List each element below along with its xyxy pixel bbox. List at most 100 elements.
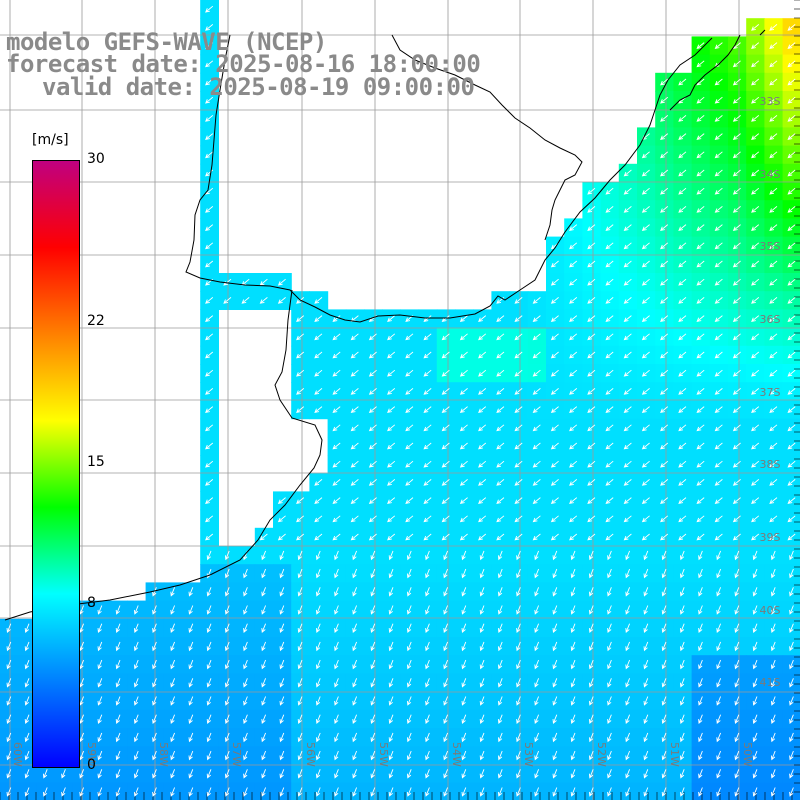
wind-arrow bbox=[752, 696, 758, 706]
wind-arrow bbox=[587, 388, 596, 395]
wind-arrow bbox=[368, 460, 377, 468]
wind-arrow bbox=[425, 732, 430, 743]
wind-arrow bbox=[787, 297, 796, 304]
wind-arrow bbox=[769, 315, 778, 323]
wind-arrow bbox=[514, 533, 523, 541]
longitude-label: 55W bbox=[377, 742, 390, 767]
wind-arrow bbox=[314, 515, 323, 523]
wind-arrow bbox=[425, 678, 430, 688]
wind-arrow bbox=[752, 641, 758, 652]
wind-arrow bbox=[550, 388, 559, 395]
wind-arrow bbox=[678, 278, 687, 286]
wind-arrow bbox=[751, 497, 760, 505]
wind-arrow bbox=[698, 659, 703, 670]
wind-arrow bbox=[752, 750, 758, 761]
wind-arrow bbox=[425, 714, 430, 724]
wind-arrow bbox=[714, 315, 723, 323]
wind-arrow bbox=[769, 96, 778, 104]
wind-arrow bbox=[516, 605, 521, 615]
wind-arrow bbox=[769, 224, 778, 232]
wind-arrow bbox=[205, 515, 214, 523]
wind-arrow bbox=[732, 533, 741, 541]
wind-arrow bbox=[479, 787, 485, 797]
wind-arrow bbox=[206, 659, 212, 670]
wind-arrow bbox=[550, 369, 559, 377]
wind-arrow bbox=[570, 678, 576, 688]
wind-arrow bbox=[605, 460, 614, 468]
wind-arrow bbox=[496, 424, 505, 432]
wind-arrow bbox=[570, 623, 576, 633]
wind-arrow bbox=[623, 388, 632, 395]
wind-arrow bbox=[279, 623, 285, 633]
wind-arrow bbox=[277, 497, 286, 505]
wind-arrow bbox=[461, 550, 467, 561]
wind-arrow bbox=[714, 260, 723, 268]
wind-arrow bbox=[641, 497, 650, 505]
wind-arrow bbox=[787, 224, 796, 232]
wind-arrow bbox=[660, 406, 669, 414]
wind-arrow bbox=[678, 388, 687, 395]
wind-arrow bbox=[696, 151, 705, 159]
wind-arrow bbox=[115, 623, 121, 633]
wind-arrow bbox=[497, 714, 503, 724]
wind-arrow bbox=[152, 732, 157, 743]
wind-arrow bbox=[570, 641, 576, 652]
wind-arrow bbox=[550, 424, 559, 432]
wind-arrow bbox=[587, 460, 596, 468]
wind-arrow bbox=[587, 297, 596, 304]
wind-arrow bbox=[441, 460, 450, 468]
wind-arrow bbox=[770, 587, 776, 597]
wind-arrow bbox=[552, 550, 558, 561]
wind-arrow bbox=[714, 133, 723, 141]
wind-arrow bbox=[607, 787, 612, 797]
wind-arrow bbox=[24, 623, 30, 633]
wind-arrow bbox=[751, 479, 760, 486]
wind-arrow bbox=[623, 424, 632, 432]
wind-arrow bbox=[679, 769, 685, 779]
wind-arrow bbox=[605, 278, 614, 286]
wind-arrow bbox=[679, 714, 685, 724]
wind-arrow bbox=[115, 696, 121, 706]
wind-arrow bbox=[261, 641, 267, 652]
wind-arrow bbox=[425, 696, 430, 706]
wind-arrow bbox=[188, 641, 194, 652]
wind-arrow bbox=[787, 242, 796, 250]
wind-arrow bbox=[532, 424, 541, 432]
wind-arrow bbox=[605, 442, 614, 450]
wind-arrow bbox=[170, 696, 176, 706]
wind-arrow bbox=[588, 623, 594, 633]
wind-arrow bbox=[605, 533, 614, 541]
wind-arrow bbox=[205, 96, 214, 104]
wind-arrow bbox=[696, 442, 705, 450]
wind-arrow bbox=[405, 406, 414, 414]
wind-arrow bbox=[605, 333, 614, 341]
wind-arrow bbox=[441, 515, 450, 523]
wind-arrow bbox=[224, 750, 230, 761]
wind-arrow bbox=[314, 351, 323, 359]
wind-arrow bbox=[661, 769, 667, 779]
wind-arrow bbox=[406, 696, 412, 706]
wind-arrow bbox=[751, 278, 760, 286]
wind-arrow bbox=[406, 732, 412, 743]
wind-arrow bbox=[479, 769, 485, 779]
wind-arrow bbox=[550, 333, 559, 341]
wind-arrow bbox=[478, 497, 487, 505]
wind-arrow bbox=[769, 369, 778, 377]
wind-arrow bbox=[152, 696, 157, 706]
wind-arrow bbox=[534, 732, 540, 743]
wind-arrow bbox=[752, 550, 758, 561]
wind-arrow bbox=[751, 151, 760, 159]
wind-arrow bbox=[769, 115, 778, 122]
wind-arrow bbox=[552, 787, 558, 797]
wind-arrow bbox=[425, 787, 430, 797]
wind-arrow bbox=[314, 388, 323, 395]
wind-arrow bbox=[297, 696, 303, 706]
wind-arrow bbox=[24, 678, 30, 688]
wind-arrow bbox=[661, 696, 667, 706]
wind-arrow bbox=[534, 659, 540, 670]
wind-arrow bbox=[478, 351, 487, 359]
wind-arrow bbox=[641, 169, 650, 177]
wind-arrow bbox=[97, 641, 103, 652]
wind-arrow bbox=[133, 678, 139, 688]
wind-arrow bbox=[514, 297, 523, 304]
